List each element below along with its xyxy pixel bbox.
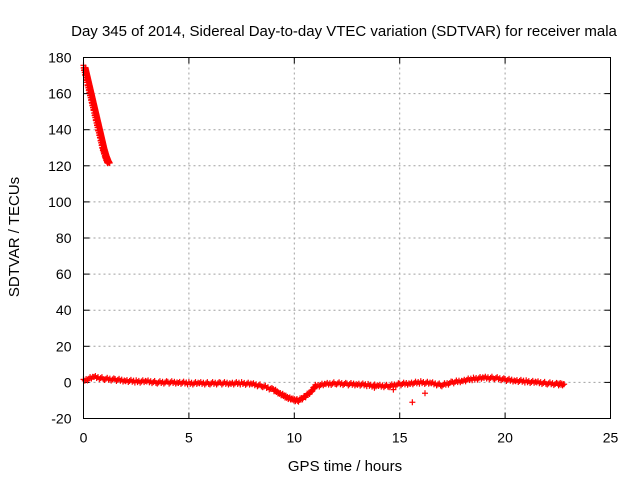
x-tick-label: 0 [80, 430, 88, 446]
chart-title: Day 345 of 2014, Sidereal Day-to-day VTE… [71, 23, 617, 40]
y-tick-label: 100 [48, 194, 72, 210]
plot-frame [83, 57, 611, 419]
data-point [561, 381, 568, 388]
y-axis-label: SDTVAR / TECUs [6, 177, 23, 297]
data-point [474, 376, 481, 383]
y-tick-label: 20 [56, 338, 72, 354]
data-point [97, 375, 104, 382]
y-tick-label: 80 [56, 230, 72, 246]
data-point [390, 386, 397, 393]
data-point [519, 378, 526, 385]
data-point [434, 381, 441, 388]
data-point [129, 378, 136, 385]
y-tick-label: 0 [64, 374, 72, 390]
data-point [404, 381, 411, 388]
data-point [104, 159, 111, 166]
y-tick-label: 180 [48, 50, 72, 66]
data-point [110, 375, 117, 382]
data-point [437, 382, 444, 389]
x-tick-label: 15 [392, 430, 408, 446]
data-point [540, 379, 547, 386]
data-point [371, 384, 378, 391]
x-axis-label: GPS time / hours [288, 458, 402, 475]
y-tick-label: 40 [56, 302, 72, 318]
data-point [181, 380, 188, 387]
data-point [328, 381, 335, 388]
x-tick-label: 5 [185, 430, 193, 446]
data-point [398, 382, 405, 389]
grid-lines [83, 57, 611, 419]
y-tick-label: -20 [51, 411, 71, 427]
y-tick-label: 160 [48, 86, 72, 102]
y-tick-label: 60 [56, 266, 72, 282]
x-tick-label: 20 [497, 430, 513, 446]
data-point [478, 375, 485, 382]
x-tick-label: 10 [287, 430, 303, 446]
data-point [361, 382, 368, 389]
data-point [409, 381, 416, 388]
data-point [469, 377, 476, 384]
y-tick-label: 140 [48, 122, 72, 138]
data-point [255, 382, 262, 389]
data-point [150, 379, 157, 386]
y-tick-label: 120 [48, 158, 72, 174]
axis-ticks: 0 5 10 15 20 25 -20 0 20 40 60 80 100 120 140 160 180 [48, 50, 618, 446]
data-point [500, 375, 507, 382]
data-point [421, 390, 428, 397]
data-points [80, 62, 568, 406]
data-point [409, 399, 416, 406]
x-tick-label: 25 [603, 430, 619, 446]
